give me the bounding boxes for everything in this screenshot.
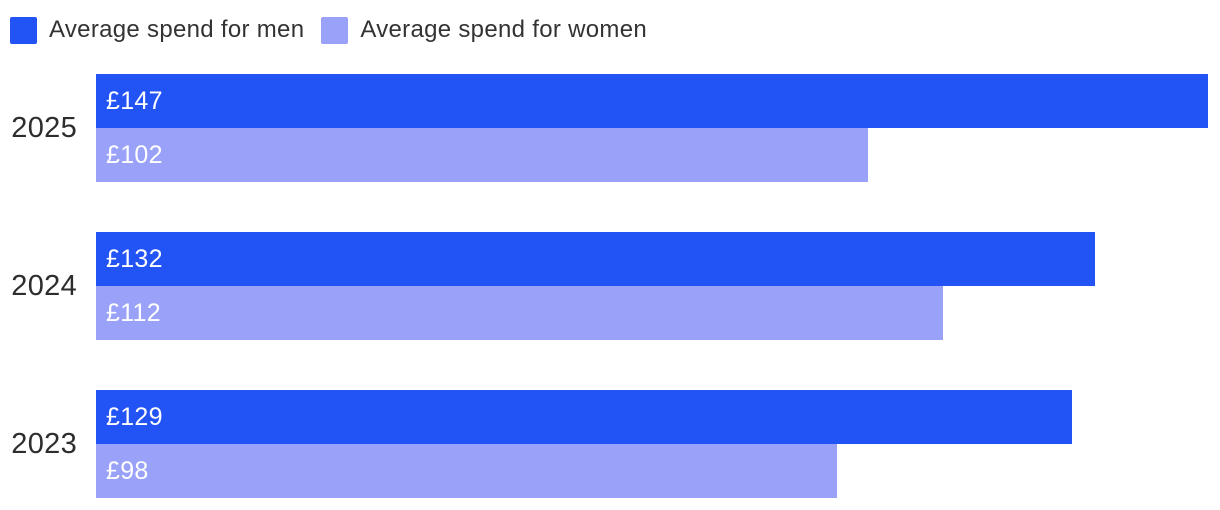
bar-women-2025: £102 <box>96 128 868 182</box>
chart-legend: Average spend for men Average spend for … <box>10 16 1220 44</box>
chart-row-2025: 2025 £147 £102 <box>0 74 1220 182</box>
legend-swatch-women-icon <box>321 16 349 44</box>
legend-item-women: Average spend for women <box>321 16 647 44</box>
legend-swatch-men-icon <box>10 16 37 44</box>
bar-value-women-2024: £112 <box>106 298 161 327</box>
bar-men-2025: £147 <box>96 74 1208 128</box>
category-label-2024: 2024 <box>11 269 77 302</box>
chart-row-2023: 2023 £129 £98 <box>0 390 1220 498</box>
bar-women-2023: £98 <box>96 444 838 498</box>
bar-value-men-2023: £129 <box>106 402 163 431</box>
bar-men-2024: £132 <box>96 232 1095 286</box>
bar-men-2023: £129 <box>96 390 1072 444</box>
chart-row-2024: 2024 £132 £112 <box>0 232 1220 340</box>
bar-group-2023: £129 £98 <box>96 390 1220 498</box>
bar-women-2024: £112 <box>96 286 944 340</box>
legend-label-women: Average spend for women <box>360 16 647 43</box>
legend-item-men: Average spend for men <box>10 16 304 44</box>
category-label-2023: 2023 <box>11 427 77 460</box>
category-label-2025: 2025 <box>11 111 77 144</box>
bar-value-women-2025: £102 <box>106 140 163 169</box>
legend-label-men: Average spend for men <box>49 16 305 43</box>
bar-value-men-2025: £147 <box>106 86 163 115</box>
bar-group-2025: £147 £102 <box>96 74 1220 182</box>
grouped-bar-chart: 2025 £147 £102 2024 £132 £112 2023 £129 £98 <box>0 74 1220 498</box>
bar-value-men-2024: £132 <box>106 244 163 273</box>
bar-group-2024: £132 £112 <box>96 232 1220 340</box>
bar-value-women-2023: £98 <box>106 456 149 485</box>
